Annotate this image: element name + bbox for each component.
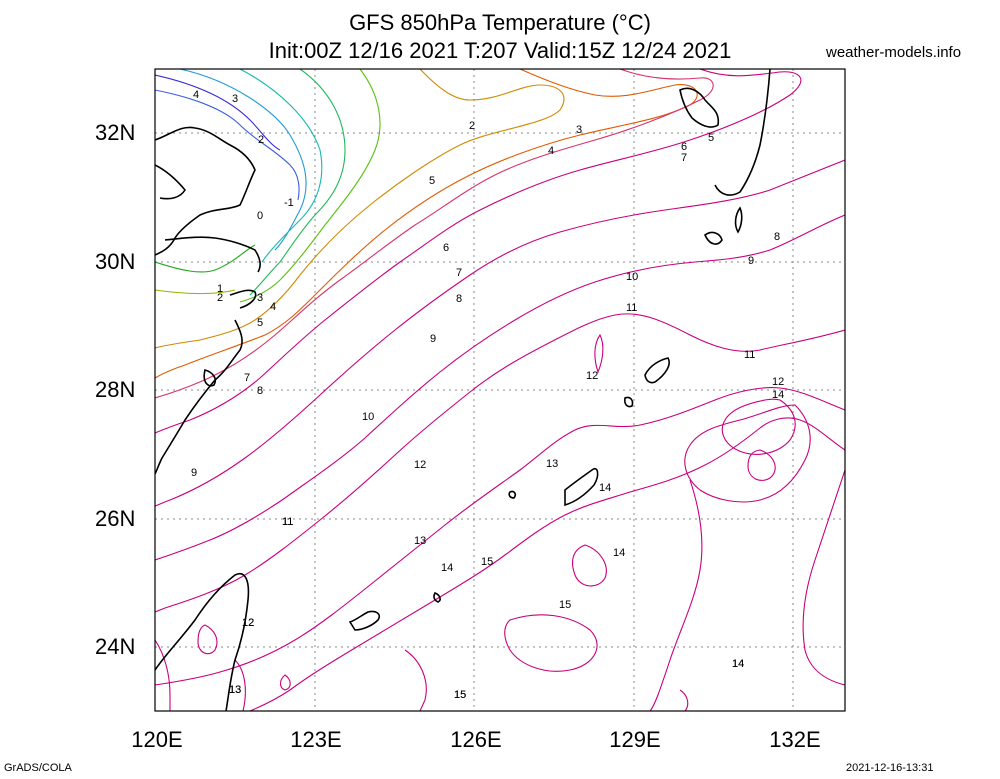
lat-label-30n: 30N	[95, 249, 136, 274]
contour-label: 2	[469, 120, 475, 132]
lat-label-24n: 24N	[95, 634, 136, 659]
contour-label: 6	[681, 141, 687, 153]
contour-label: 6	[443, 242, 449, 254]
contour-lines	[155, 69, 845, 711]
lat-label-32n: 32N	[95, 120, 136, 145]
contour-label: 13	[414, 535, 426, 547]
lon-label-120e: 120E	[131, 727, 183, 752]
contour-label: 11	[282, 516, 293, 528]
contour-label: 12	[586, 370, 598, 382]
contour-label: 14	[599, 482, 611, 494]
contour-label: 3	[576, 124, 582, 136]
contour-label: 14	[732, 658, 744, 670]
contour-label: 10	[362, 411, 374, 423]
lon-label-123e: 123E	[290, 727, 342, 752]
contour-labels: 4 3 2 -1 0 1 2 3 4 5 2 3 4 5 6 7 8 9 10 …	[191, 89, 784, 701]
contour-label: 11	[626, 302, 637, 314]
contour-label: 2	[217, 292, 223, 304]
contour-label: 0	[257, 210, 263, 222]
contour-label: 9	[191, 467, 197, 479]
contour-label: -1	[284, 197, 294, 209]
contour-label: 5	[708, 132, 714, 144]
contour-label: 14	[772, 389, 784, 401]
contour-label: 12	[242, 617, 254, 629]
contour-label: 8	[456, 293, 462, 305]
contour-label: 5	[429, 175, 435, 187]
contour-label: 12	[242, 617, 254, 629]
contour-label: 9	[430, 333, 436, 345]
contour-label: 4	[193, 89, 199, 101]
contour-label: 11	[744, 349, 755, 361]
plot-frame	[154, 68, 846, 712]
contour-label: 3	[257, 292, 263, 304]
contour-label: 5	[257, 317, 263, 329]
footer-timestamp: 2021-12-16-13:31	[846, 762, 934, 774]
contour-label: 4	[548, 145, 554, 157]
contour-label: 13	[229, 684, 241, 696]
contour-label: 15	[559, 599, 571, 611]
contour-label: 7	[681, 152, 687, 164]
contour-label: 7	[244, 372, 250, 384]
contour-label: 3	[232, 93, 238, 105]
contour-label: 8	[774, 231, 780, 243]
contour-label: 1	[217, 283, 223, 295]
contour-label: 8	[257, 385, 263, 397]
contour-label: 13	[546, 458, 558, 470]
contour-label: 14	[732, 658, 744, 670]
grid-lines	[155, 69, 845, 711]
contour-label: 15	[454, 689, 466, 701]
contour-label: 13	[229, 684, 241, 696]
footer-left: GrADS/COLA	[4, 762, 72, 774]
contour-label: 2	[258, 134, 264, 146]
contour-label: 12	[772, 376, 784, 388]
contour-label: 15	[481, 556, 493, 568]
credit-text: weather-models.info	[826, 44, 962, 61]
map-subtitle: Init:00Z 12/16 2021 T:207 Valid:15Z 12/2…	[268, 38, 732, 63]
lat-label-26n: 26N	[95, 506, 136, 531]
contour-label: 15	[454, 689, 466, 701]
lon-label-129e: 129E	[609, 727, 661, 752]
coastlines	[155, 69, 771, 711]
lon-label-126e: 126E	[450, 727, 502, 752]
contour-label: 10	[626, 271, 638, 283]
contour-label: 9	[748, 255, 754, 267]
contour-label: 4	[270, 301, 276, 313]
lat-label-28n: 28N	[95, 377, 136, 402]
contour-label: 7	[456, 267, 462, 279]
map-title: GFS 850hPa Temperature (°C)	[349, 10, 651, 35]
contour-label: 11	[282, 516, 293, 528]
contour-label: 14	[441, 562, 453, 574]
lon-label-132e: 132E	[769, 727, 821, 752]
contour-label: 12	[414, 459, 426, 471]
contour-label: 14	[613, 547, 625, 559]
